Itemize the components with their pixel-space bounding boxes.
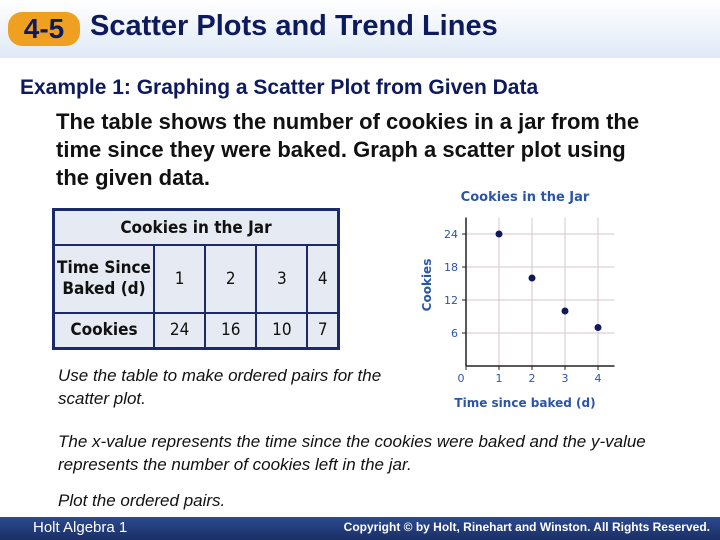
- y-tick-label: 24: [444, 228, 458, 241]
- cell: 24: [152, 311, 207, 350]
- cell: 4: [306, 244, 340, 314]
- row-header: Cookies: [52, 311, 155, 350]
- note: Plot the ordered pairs.: [58, 491, 226, 510]
- x-tick-label: 0: [458, 372, 465, 385]
- point: [594, 324, 602, 331]
- y-tick-label: 6: [451, 327, 458, 340]
- intro-text: The table shows the number of cookies in…: [56, 109, 640, 190]
- chart-title: Cookies in the Jar: [461, 190, 590, 205]
- note: Use the table to make ordered pairs for …: [58, 366, 382, 408]
- cell: 16: [204, 311, 258, 350]
- y-tick-label: 12: [444, 294, 458, 307]
- point: [561, 307, 569, 315]
- footer-left: Holt Algebra 1: [33, 519, 128, 536]
- cell: 3: [255, 244, 309, 314]
- x-tick-label: 2: [529, 372, 536, 385]
- x-tick-label: 3: [562, 372, 569, 385]
- header-bar: [0, 0, 720, 58]
- scatter-chart: Cookies in the Jar Time since baked (d) …: [420, 190, 615, 410]
- cell: 2: [204, 244, 258, 314]
- note: The x-value represents the time since th…: [58, 432, 646, 474]
- example-title: Example 1: Graphing a Scatter Plot from …: [20, 76, 539, 99]
- cell: 7: [306, 311, 340, 350]
- point: [528, 274, 536, 282]
- lesson-title: Scatter Plots and Trend Lines: [90, 10, 498, 42]
- y-tick-label: 18: [444, 261, 458, 274]
- footer-bar: [0, 517, 720, 540]
- lesson-number: 4-5: [8, 12, 80, 46]
- point: [495, 230, 503, 238]
- table-title: Cookies in the Jar: [52, 208, 340, 247]
- x-axis-label: Time since baked (d): [454, 396, 595, 410]
- cell: 1: [152, 244, 207, 314]
- footer-right: Copyright © by Holt, Rinehart and Winsto…: [343, 520, 710, 534]
- data-table: Cookies in the Jar Time Since Baked (d) …: [52, 208, 340, 350]
- row-header: Time Since Baked (d): [52, 244, 155, 314]
- cell: 10: [255, 311, 309, 350]
- x-tick-label: 1: [496, 372, 503, 385]
- y-axis-label: Cookies: [420, 259, 434, 312]
- x-tick-label: 4: [595, 372, 602, 385]
